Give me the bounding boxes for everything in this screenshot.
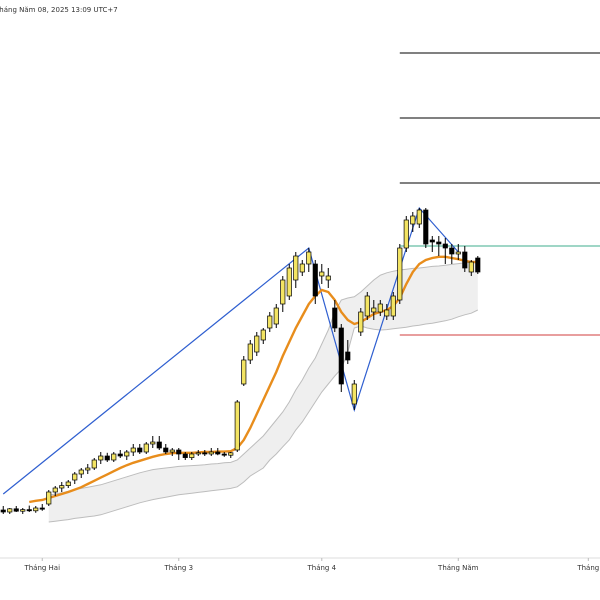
candle-body [338, 327, 344, 385]
candle-body [234, 401, 240, 451]
candle-body [98, 455, 104, 461]
candle-body [312, 263, 318, 297]
candle-body [449, 247, 455, 255]
candle-body [228, 452, 234, 456]
candle-body [130, 447, 136, 453]
candle-body [299, 263, 305, 273]
candle-body [280, 279, 286, 305]
candle-body [247, 343, 253, 361]
candle-body [332, 307, 338, 329]
candle-body [65, 481, 71, 486]
candle-body [410, 215, 416, 225]
candle-body [104, 455, 110, 461]
candle-body [72, 473, 78, 481]
candle-body [163, 447, 169, 453]
candle-body [267, 315, 273, 329]
candle-body [156, 441, 162, 449]
x-tick-label: Tháng [576, 564, 599, 572]
candle-body [182, 453, 188, 458]
candle-body [390, 295, 396, 317]
candle-body [20, 509, 26, 512]
candle-body [78, 469, 84, 475]
candle-body [371, 307, 377, 313]
candle-body [423, 209, 429, 245]
candle-body [85, 467, 91, 471]
candle-body [137, 447, 143, 453]
candle-body [397, 247, 403, 301]
candle-body [325, 275, 331, 281]
candle-body [26, 509, 32, 512]
candle-body [215, 451, 221, 455]
candle-body [293, 255, 299, 281]
candle-body [124, 451, 130, 457]
band-upper [48, 261, 478, 496]
candle-body [358, 311, 364, 333]
candle-body [208, 451, 214, 455]
candle-body [176, 449, 182, 455]
candle-body [189, 453, 195, 458]
ma-line [29, 255, 478, 504]
candle-body [13, 508, 19, 512]
candle-body [169, 449, 175, 453]
candle-body [0, 509, 6, 513]
band-fill [48, 262, 478, 522]
x-tick-label: Tháng 3 [163, 564, 193, 572]
candle-body [33, 507, 39, 512]
candle-body [345, 351, 351, 361]
candle-body [91, 459, 97, 469]
candle-body [260, 329, 266, 341]
candle-body [436, 241, 442, 245]
candle-body [202, 452, 208, 455]
candle-body [150, 441, 156, 445]
candle-body [59, 485, 65, 489]
chart-title: Tháng Năm 08, 2025 13:09 UTC+7 [0, 6, 118, 14]
candle-body [455, 251, 461, 255]
candle-body [221, 453, 227, 456]
candle-body [143, 443, 149, 453]
candle-body [46, 491, 52, 505]
candle-body [377, 303, 383, 313]
x-tick-label: Tháng Năm [437, 564, 479, 572]
candle-body [319, 271, 325, 277]
candle-body [475, 257, 481, 273]
candle-body [384, 309, 390, 317]
candle-body [117, 453, 123, 457]
candle-body [364, 295, 370, 317]
candle-body [195, 452, 201, 455]
candle-body [306, 251, 312, 265]
candle-body [351, 383, 357, 405]
candle-body [52, 487, 58, 493]
candle-body [429, 239, 435, 243]
candle-body [111, 453, 117, 461]
x-tick-label: Tháng 4 [306, 564, 336, 572]
candle-body [468, 261, 474, 273]
candle-body [286, 267, 292, 297]
candle-body [7, 508, 13, 513]
candle-body [39, 507, 45, 510]
candle-body [442, 243, 448, 249]
band-lower [48, 309, 479, 523]
candle-body [403, 219, 409, 249]
candle-body [273, 307, 279, 325]
candle-body [416, 209, 422, 225]
candle-body [254, 335, 260, 353]
x-tick-label: Tháng Hai [23, 564, 60, 572]
candle-body [241, 359, 247, 385]
candle-body [462, 251, 468, 269]
